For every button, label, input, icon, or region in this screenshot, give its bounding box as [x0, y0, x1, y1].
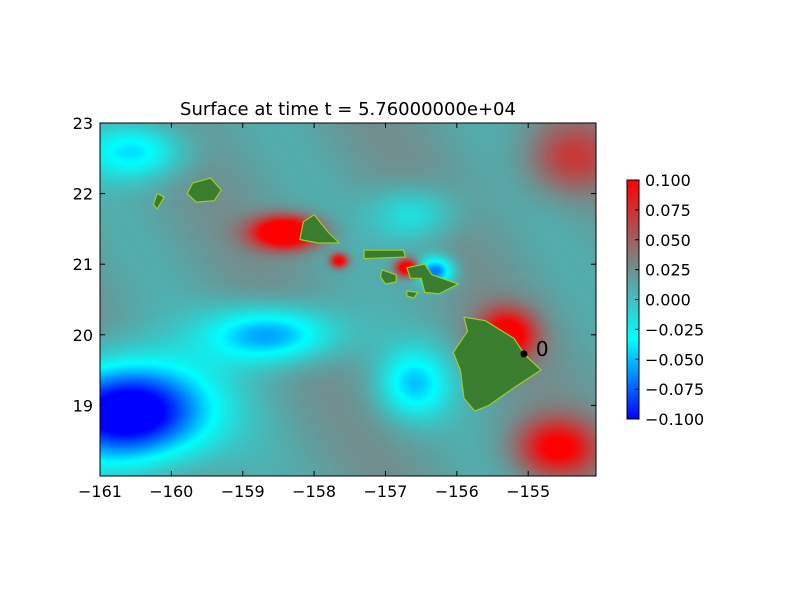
x-tick-label: −155 [506, 482, 550, 501]
island-niihau [152, 192, 166, 211]
y-tick-label: 20 [73, 326, 93, 345]
colorbar-tick-label: 0.050 [645, 231, 691, 250]
colorbar-ticks: 0.100 0.075 0.050 0.025 0.000 −0.025 −0.050 −0.… [635, 171, 704, 429]
colorbar-tick-label: 0.000 [645, 291, 691, 310]
y-axis: 19 20 21 22 23 [73, 114, 596, 415]
island-maui [406, 263, 460, 295]
colorbar-tick-label: 0.025 [645, 261, 691, 280]
island-kauai [186, 177, 223, 203]
x-tick-label: −161 [78, 482, 122, 501]
x-tick-label: −160 [149, 482, 193, 501]
x-tick-label: −159 [221, 482, 265, 501]
colorbar-tick-label: 0.075 [645, 201, 691, 220]
gauge-marker [520, 350, 528, 358]
y-tick-label: 22 [73, 185, 93, 204]
colorbar-tick-label: −0.100 [645, 410, 704, 429]
colorbar-tick-label: 0.100 [645, 171, 691, 190]
x-tick-label: −158 [292, 482, 336, 501]
island-oahu [299, 214, 341, 244]
gauges: 0 [520, 337, 549, 361]
x-tick-label: −157 [363, 482, 407, 501]
plot-frame [99, 122, 597, 477]
y-tick-label: 21 [73, 255, 93, 274]
island-kahoolawe [406, 290, 419, 299]
y-tick-label: 23 [73, 114, 93, 133]
plot-area: 0 [99, 122, 597, 477]
y-tick-label: 19 [73, 396, 93, 415]
gauge-label: 0 [536, 337, 549, 361]
colorbar: 0.100 0.075 0.050 0.025 0.000 −0.025 −0.050 −0.… [626, 171, 704, 429]
chart-title: Surface at time t = 5.76000000e+04 [180, 99, 516, 120]
colorbar-tick-label: −0.025 [645, 320, 704, 339]
surface-heatmap [100, 123, 596, 476]
island-lanai [379, 269, 397, 285]
island-hawaii [452, 316, 542, 412]
x-axis: −161 −160 −159 −158 −157 −156 −155 [78, 123, 550, 501]
x-tick-label: −156 [435, 482, 479, 501]
colorbar-tick-label: −0.050 [645, 350, 704, 369]
island-molokai [363, 249, 407, 260]
colorbar-tick-label: −0.075 [645, 380, 704, 399]
islands [152, 177, 542, 412]
